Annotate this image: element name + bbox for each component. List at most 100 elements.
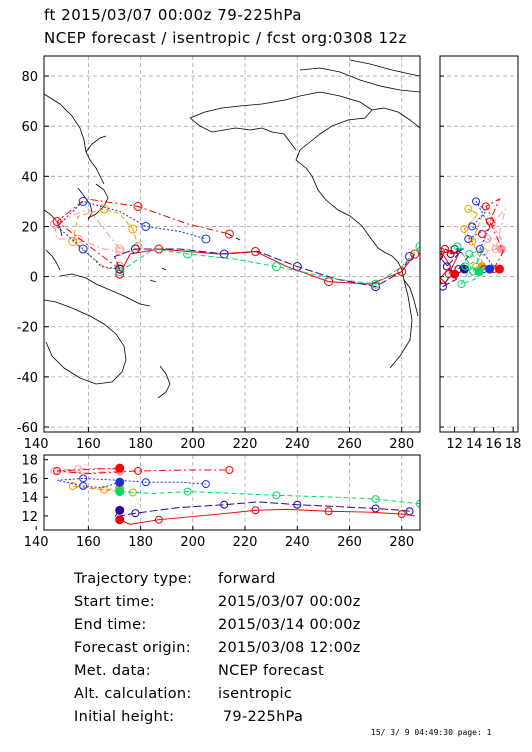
bottom-trajectory-marker <box>272 491 281 500</box>
trajectory-marker <box>115 244 125 254</box>
side-panel-trajectories <box>430 197 506 291</box>
bottom-tick-label-y: 16 <box>21 472 38 487</box>
info-label: Met. data: <box>74 663 151 679</box>
info-value: 2015/03/14 00:00z <box>218 617 361 633</box>
trajectory-marker <box>115 267 125 277</box>
side-trajectory-marker <box>440 245 449 254</box>
map-tick-label-lat: 20 <box>21 220 38 235</box>
info-row: Initial height: 79-225hPa <box>74 709 303 725</box>
trajectory-marker <box>68 236 78 246</box>
trajectory-marker <box>251 247 260 257</box>
side-trajectory-marker <box>464 204 473 213</box>
bottom-trajectory-line <box>119 508 415 525</box>
info-label: Initial height: <box>74 709 175 725</box>
info-row: Met. data: NCEP forecast <box>74 663 324 679</box>
bottom-tick-label-y: 18 <box>21 454 38 469</box>
bottom-tick-label-x: 160 <box>76 535 101 550</box>
bottom-trajectory-line <box>56 477 206 489</box>
trajectory-marker <box>52 216 62 226</box>
bottom-tick-label-x: 260 <box>337 535 362 550</box>
trajectory-marker <box>371 279 381 289</box>
side-trajectory-line <box>457 246 484 286</box>
side-trajectory-marker <box>453 242 462 251</box>
side-trajectory-marker <box>475 245 484 254</box>
map-grid <box>44 56 420 432</box>
trajectory-marker <box>415 242 420 252</box>
trajectory-marker <box>73 234 83 244</box>
bottom-panel-trajectories <box>50 463 420 525</box>
trajectory-line <box>72 208 139 270</box>
bottom-trajectory-line <box>54 467 120 474</box>
side-trajectory-marker <box>477 229 486 238</box>
side-trajectory-marker <box>472 197 481 206</box>
info-row: Start time: 2015/03/07 00:00z <box>74 594 361 610</box>
bottom-start-marker <box>115 505 125 515</box>
bottom-tick-label-x: 240 <box>285 535 310 550</box>
bottom-trajectory-marker <box>53 466 62 475</box>
side-start-marker <box>450 269 460 279</box>
trajectory-marker <box>78 196 88 206</box>
bottom-tick-label-x: 280 <box>389 535 414 550</box>
bottom-start-marker <box>115 487 125 497</box>
trajectory-marker <box>115 269 125 279</box>
side-trajectory-line <box>481 197 504 270</box>
trajectory-marker <box>271 262 281 272</box>
bottom-start-marker <box>115 463 125 473</box>
bottom-panel-axes: 140 160 180 200 220 240 260 280 18 16 14 12 <box>21 454 414 550</box>
trajectory-marker <box>128 224 138 234</box>
bottom-trajectory-marker <box>134 466 142 475</box>
bottom-trajectory-marker <box>416 499 420 508</box>
trajectory-marker <box>141 221 151 231</box>
bottom-trajectory-marker <box>397 510 406 519</box>
trajectory-marker <box>201 234 211 244</box>
side-trajectory-marker <box>468 237 477 246</box>
trajectory-marker <box>78 244 88 254</box>
side-tick-label: 14 <box>466 437 483 452</box>
map-tick-label-lon: 180 <box>128 437 153 452</box>
bottom-trajectory-line <box>57 467 230 475</box>
bottom-panel-frame <box>43 454 421 531</box>
trajectory-line <box>53 208 121 253</box>
side-trajectory-line <box>468 201 495 270</box>
side-tick-label: 16 <box>485 437 502 452</box>
map-tick-label-lat: 0 <box>30 271 38 286</box>
map-frame <box>43 55 421 433</box>
map-tick-label-lon: 200 <box>180 437 205 452</box>
bottom-trajectory-marker <box>141 478 150 487</box>
side-start-marker <box>494 264 504 274</box>
trajectory-figure: 140 160 180 200 220 240 260 280806040200-20-40-… <box>17 55 521 550</box>
bottom-trajectory-marker <box>371 504 380 513</box>
map-tick-label-lon: 220 <box>233 437 258 452</box>
bottom-trajectory-marker <box>100 485 109 494</box>
side-trajectory-marker <box>487 219 496 228</box>
bottom-tick-label-x: 140 <box>24 535 49 550</box>
side-start-marker <box>474 267 484 277</box>
trajectory-marker <box>133 201 143 211</box>
info-label: End time: <box>74 617 147 633</box>
map-axes: 140 160 180 200 220 240 260 280806040200-20-40-… <box>17 70 414 452</box>
bottom-trajectory-line <box>113 501 410 518</box>
trajectory-lines <box>49 196 420 292</box>
side-trajectory-line <box>463 208 487 270</box>
trajectory-line <box>119 248 416 285</box>
footer-timestamp: 15/ 3/ 9 04:49:30 page: 1 <box>371 728 492 737</box>
bottom-trajectory-marker <box>154 515 163 524</box>
header-subtitle: NCEP forecast / isentropic / fcst org:03… <box>44 29 407 47</box>
side-trajectory-marker <box>430 268 437 275</box>
side-trajectory-marker <box>440 252 444 261</box>
bottom-tick-label-x: 180 <box>128 535 153 550</box>
info-row: Alt. calculation: isentropic <box>74 686 292 702</box>
trajectory-marker <box>99 204 109 214</box>
map-tick-label-lat: 60 <box>21 120 38 135</box>
map-tick-label-lon: 140 <box>24 437 49 452</box>
side-tick-label: 12 <box>446 437 463 452</box>
bottom-trajectory-marker <box>220 500 229 509</box>
trajectory-line <box>56 200 207 270</box>
info-label: Trajectory type: <box>74 571 193 587</box>
side-start-marker <box>485 264 495 274</box>
bottom-trajectory-marker <box>131 509 140 518</box>
side-trajectory-line <box>440 248 460 285</box>
side-trajectory-marker <box>479 247 488 256</box>
side-trajectory-marker <box>468 222 477 231</box>
bottom-trajectory-marker <box>371 495 380 504</box>
